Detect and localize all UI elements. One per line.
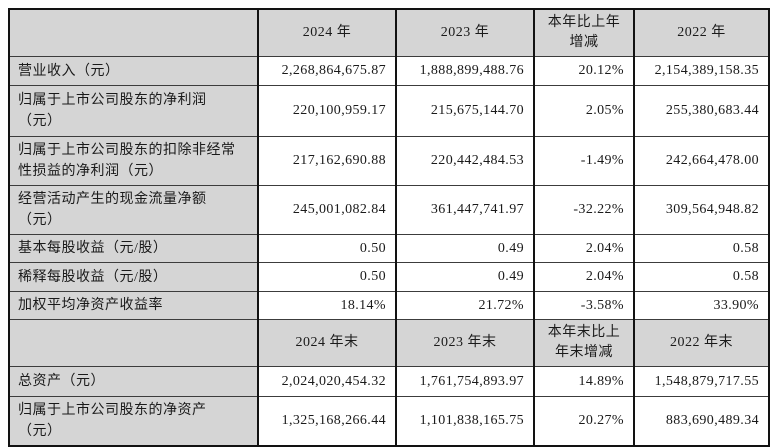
value-change: 14.89%	[533, 366, 635, 397]
header-corner-cell	[8, 319, 259, 367]
table-row-net-profit-excl-nonrecurring: 归属于上市公司股东的扣除非经常 性损益的净利润（元） 217,162,690.8…	[8, 136, 770, 186]
value-change: 2.04%	[533, 234, 635, 263]
value-2023: 0.49	[395, 234, 535, 263]
value-change: 20.12%	[533, 56, 635, 86]
value-2024: 0.50	[257, 234, 397, 263]
header-year-2022: 2022 年	[633, 8, 770, 57]
value-2022: 2,154,389,158.35	[633, 56, 770, 86]
value-2023: 0.49	[395, 262, 535, 292]
value-2024: 1,325,168,266.44	[257, 396, 397, 447]
value-2024: 2,024,020,454.32	[257, 366, 397, 397]
header-yoy-change: 本年比上年 增减	[533, 8, 635, 57]
header-corner-cell	[8, 8, 259, 57]
value-2022: 309,564,948.82	[633, 185, 770, 235]
value-2022: 255,380,683.44	[633, 85, 770, 137]
table-row-net-assets: 归属于上市公司股东的净资产 （元） 1,325,168,266.44 1,101…	[8, 396, 770, 447]
header-year-2024: 2024 年	[257, 8, 397, 57]
value-2022: 33.90%	[633, 291, 770, 320]
value-2023: 1,101,838,165.75	[395, 396, 535, 447]
table-row-total-assets: 总资产（元） 2,024,020,454.32 1,761,754,893.97…	[8, 366, 770, 397]
header-yearend-2024: 2024 年末	[257, 319, 397, 367]
header-row-period: 2024 年 2023 年 本年比上年 增减 2022 年	[8, 8, 770, 57]
table-row-revenue: 营业收入（元） 2,268,864,675.87 1,888,899,488.7…	[8, 56, 770, 86]
value-2022: 0.58	[633, 234, 770, 263]
value-change: 2.04%	[533, 262, 635, 292]
value-change: 20.27%	[533, 396, 635, 447]
row-label: 归属于上市公司股东的净利润 （元）	[8, 85, 259, 137]
value-change: -3.58%	[533, 291, 635, 320]
row-label: 基本每股收益（元/股）	[8, 234, 259, 263]
value-2024: 18.14%	[257, 291, 397, 320]
table-row-net-profit: 归属于上市公司股东的净利润 （元） 220,100,959.17 215,675…	[8, 85, 770, 137]
value-2023: 1,761,754,893.97	[395, 366, 535, 397]
value-2024: 220,100,959.17	[257, 85, 397, 137]
value-2023: 220,442,484.53	[395, 136, 535, 186]
row-label: 加权平均净资产收益率	[8, 291, 259, 320]
value-2024: 0.50	[257, 262, 397, 292]
header-year-2023: 2023 年	[395, 8, 535, 57]
value-2023: 1,888,899,488.76	[395, 56, 535, 86]
row-label: 总资产（元）	[8, 366, 259, 397]
value-change: -1.49%	[533, 136, 635, 186]
value-2023: 361,447,741.97	[395, 185, 535, 235]
table-row-weighted-avg-roe: 加权平均净资产收益率 18.14% 21.72% -3.58% 33.90%	[8, 291, 770, 320]
row-label: 稀释每股收益（元/股）	[8, 262, 259, 292]
value-2023: 215,675,144.70	[395, 85, 535, 137]
value-2023: 21.72%	[395, 291, 535, 320]
table-row-operating-cash-flow: 经营活动产生的现金流量净额 （元） 245,001,082.84 361,447…	[8, 185, 770, 235]
value-2022: 242,664,478.00	[633, 136, 770, 186]
header-yearend-change: 本年末比上 年末增减	[533, 319, 635, 367]
header-yearend-2023: 2023 年末	[395, 319, 535, 367]
financial-summary-table: 2024 年 2023 年 本年比上年 增减 2022 年 营业收入（元） 2,…	[8, 8, 770, 447]
value-2022: 883,690,489.34	[633, 396, 770, 447]
table-row-diluted-eps: 稀释每股收益（元/股） 0.50 0.49 2.04% 0.58	[8, 262, 770, 292]
value-2024: 217,162,690.88	[257, 136, 397, 186]
table-row-basic-eps: 基本每股收益（元/股） 0.50 0.49 2.04% 0.58	[8, 234, 770, 263]
value-change: 2.05%	[533, 85, 635, 137]
report-page: 2024 年 2023 年 本年比上年 增减 2022 年 营业收入（元） 2,…	[8, 8, 770, 447]
value-change: -32.22%	[533, 185, 635, 235]
header-yearend-2022: 2022 年末	[633, 319, 770, 367]
value-2024: 245,001,082.84	[257, 185, 397, 235]
value-2022: 1,548,879,717.55	[633, 366, 770, 397]
value-2024: 2,268,864,675.87	[257, 56, 397, 86]
row-label: 营业收入（元）	[8, 56, 259, 86]
value-2022: 0.58	[633, 262, 770, 292]
row-label: 归属于上市公司股东的净资产 （元）	[8, 396, 259, 447]
row-label: 归属于上市公司股东的扣除非经常 性损益的净利润（元）	[8, 136, 259, 186]
row-label: 经营活动产生的现金流量净额 （元）	[8, 185, 259, 235]
header-row-endpoint: 2024 年末 2023 年末 本年末比上 年末增减 2022 年末	[8, 319, 770, 367]
